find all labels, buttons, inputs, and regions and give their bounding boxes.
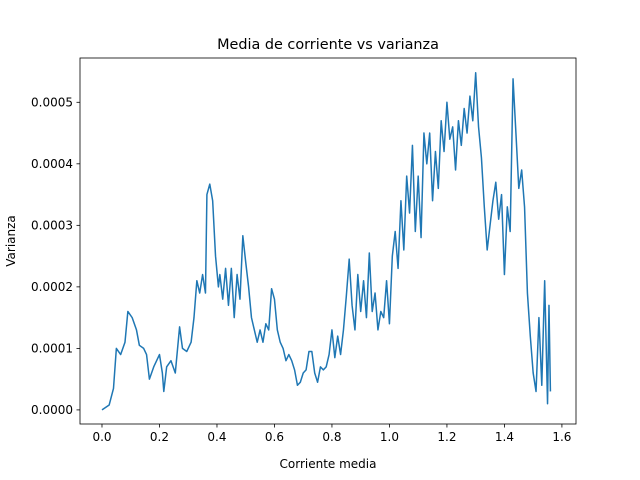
y-tick-label: 0.0000	[31, 403, 73, 417]
x-tick-label: 1.4	[495, 430, 514, 444]
chart-title: Media de corriente vs varianza	[217, 37, 439, 53]
x-tick-label: 0.8	[322, 430, 341, 444]
y-tick-label: 0.0002	[31, 280, 73, 294]
plot-frame	[79, 57, 577, 425]
y-tick-label: 0.0004	[31, 157, 73, 171]
y-axis-label: Varianza	[4, 215, 18, 267]
x-tick-label: 0.0	[92, 430, 111, 444]
y-tick-label: 0.0005	[31, 95, 73, 109]
line-series	[101, 72, 552, 411]
x-tick-label: 0.6	[265, 430, 284, 444]
x-axis-label: Corriente media	[280, 457, 377, 471]
x-tick-label: 0.4	[207, 430, 226, 444]
x-tick-label: 1.0	[380, 430, 399, 444]
y-tick-label: 0.0001	[31, 341, 73, 355]
x-tick-label: 0.2	[150, 430, 169, 444]
x-tick-label: 1.2	[437, 430, 456, 444]
x-tick-label: 1.6	[552, 430, 571, 444]
y-tick-label: 0.0003	[31, 218, 73, 232]
